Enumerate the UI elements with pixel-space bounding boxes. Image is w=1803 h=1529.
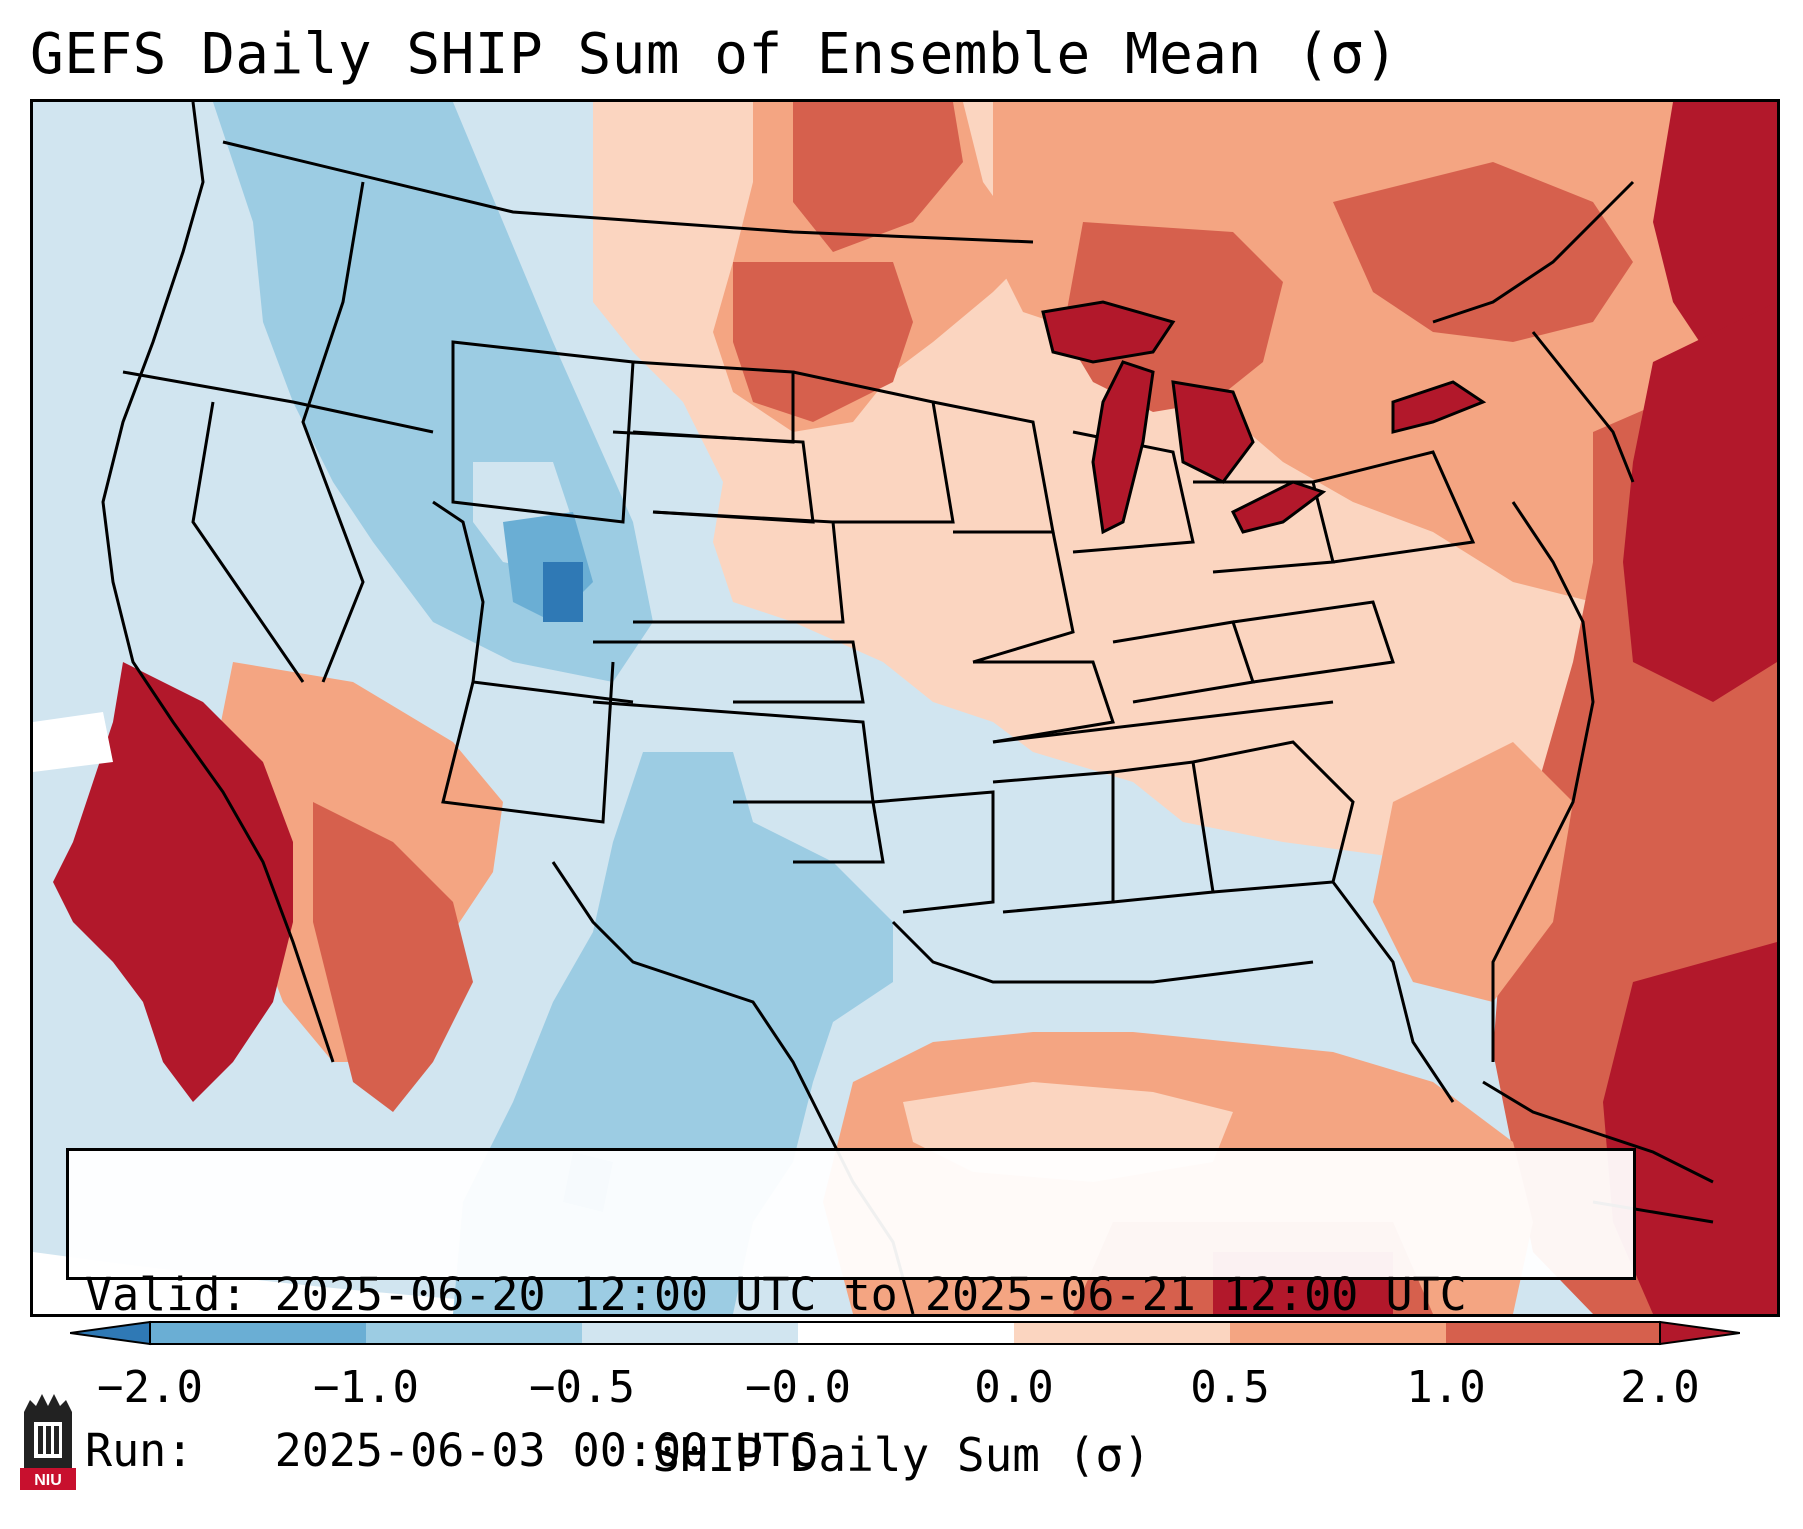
logo-text: NIU — [34, 1472, 62, 1489]
niu-logo: NIU — [18, 1392, 78, 1496]
valid-value: 2025-06-20 12:00 UTC to 2025-06-21 12:00… — [274, 1268, 1467, 1321]
map-title: GEFS Daily SHIP Sum of Ensemble Mean (σ) — [30, 22, 1399, 87]
run-label: Run: — [85, 1424, 194, 1477]
colorbar-tick: −2.0 — [97, 1362, 203, 1413]
colorbar-tick: 0.0 — [974, 1362, 1054, 1413]
colorbar-extend-high — [1659, 1320, 1741, 1346]
great-lakes — [1041, 300, 1487, 535]
colorbar-tick: −0.5 — [529, 1362, 635, 1413]
colorbar-segment — [1014, 1322, 1230, 1344]
valid-label: Valid: — [85, 1268, 248, 1321]
colorbar-segment — [366, 1322, 582, 1344]
colorbar-segment — [798, 1322, 1014, 1344]
colorbar-segment — [1446, 1322, 1660, 1344]
valid-row: Valid: 2025-06-20 12:00 UTC to 2025-06-2… — [85, 1269, 1633, 1321]
colorbar — [69, 1318, 1741, 1352]
niu-tower-icon: NIU — [20, 1394, 76, 1490]
ship-anomaly-map — [33, 102, 1777, 1314]
colorbar-extend-low — [69, 1320, 151, 1346]
run-value: 2025-06-03 00:00 UTC — [274, 1424, 817, 1477]
run-row: Run: 2025-06-03 00:00 UTC — [85, 1425, 1633, 1477]
map-panel — [30, 99, 1780, 1317]
colorbar-segment — [582, 1322, 798, 1344]
valid-time-box: Valid: 2025-06-20 12:00 UTC to 2025-06-2… — [66, 1148, 1636, 1477]
colorbar-tick: 2.0 — [1620, 1362, 1700, 1413]
colorbar-tick: −0.0 — [745, 1362, 851, 1413]
colorbar-tick: 0.5 — [1190, 1362, 1270, 1413]
colorbar-bar — [69, 1320, 1741, 1346]
state-borders — [101, 102, 1635, 1314]
colorbar-tick: 1.0 — [1406, 1362, 1486, 1413]
colorbar-segment — [1230, 1322, 1446, 1344]
pacific-hot-spot — [53, 662, 293, 1102]
colorbar-label: SHIP Daily Sum (σ) — [652, 1428, 1151, 1482]
colorbar-tick: −1.0 — [313, 1362, 419, 1413]
colorbar-segment — [150, 1322, 366, 1344]
